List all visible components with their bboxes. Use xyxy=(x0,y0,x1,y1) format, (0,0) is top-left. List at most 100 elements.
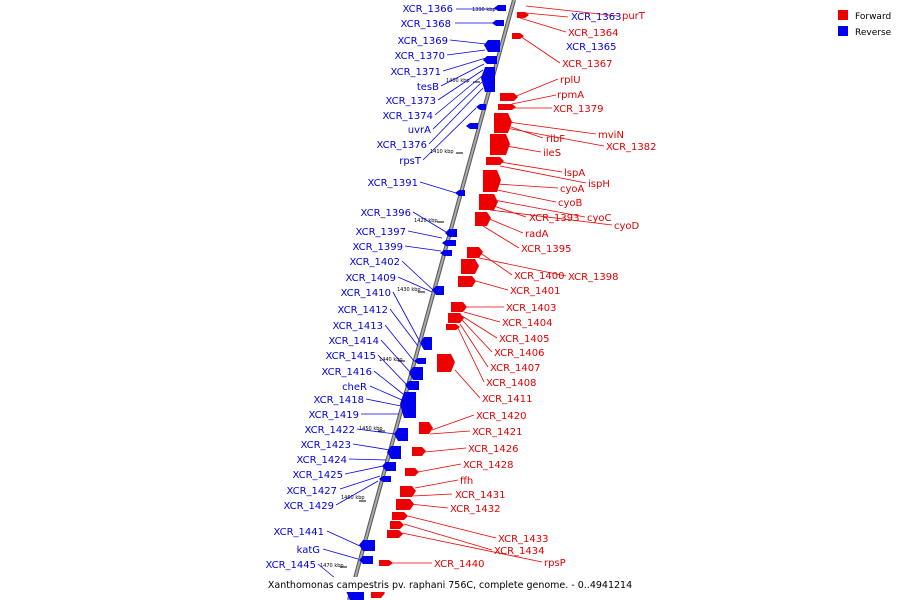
gene-label-mviN: mviN xyxy=(598,130,624,141)
gene-label-xcr-1414: XCR_1414 xyxy=(328,336,379,347)
tick-label: 1450 kbp xyxy=(359,426,383,432)
forward-gene xyxy=(486,157,504,165)
reverse-leaders xyxy=(317,8,496,589)
leader-line xyxy=(437,69,484,101)
gene-label-tesB: tesB xyxy=(417,82,439,93)
leader-line xyxy=(499,161,563,173)
reverse-gene xyxy=(442,240,456,246)
forward-gene xyxy=(451,302,467,312)
gene-label-xcr-1445: XCR_1445 xyxy=(265,560,316,571)
leader-line xyxy=(404,245,442,252)
leader-line xyxy=(407,515,497,539)
gene-label-xcr-1407: XCR_1407 xyxy=(490,363,541,374)
gene-label-xcr-1393: XCR_1393 xyxy=(529,213,580,224)
reverse-gene xyxy=(420,337,432,350)
gene-label-ileS: ileS xyxy=(543,148,561,159)
leader-line xyxy=(493,199,586,218)
gene-label-xcr-1395: XCR_1395 xyxy=(521,244,572,255)
leader-line xyxy=(525,12,569,18)
leader-line xyxy=(446,49,486,56)
reverse-gene xyxy=(492,20,504,26)
backbone xyxy=(347,0,516,600)
leader-line xyxy=(373,370,404,395)
gene-label-xcr-1419: XCR_1419 xyxy=(308,410,359,421)
gene-label-xcr-1367: XCR_1367 xyxy=(562,59,613,70)
gene-label-xcr-1391: XCR_1391 xyxy=(367,178,418,189)
leader-line xyxy=(401,532,543,563)
gene-label-xcr-1440: XCR_1440 xyxy=(434,559,485,570)
caption-background xyxy=(268,577,632,592)
forward-gene xyxy=(379,560,393,566)
leader-line xyxy=(525,5,619,17)
gene-label-xcr-1411: XCR_1411 xyxy=(482,394,533,405)
gene-label-xcr-1409: XCR_1409 xyxy=(345,273,396,284)
tick-label: 1410 kbp xyxy=(430,149,454,155)
gene-label-xcr-1431: XCR_1431 xyxy=(455,490,506,501)
forward-gene xyxy=(512,33,524,39)
forward-gene xyxy=(396,499,414,510)
forward-gene xyxy=(412,447,426,456)
reverse-gene xyxy=(414,358,426,364)
gene-label-radA: radA xyxy=(525,229,549,240)
leader-line xyxy=(401,260,434,291)
gene-label-xcr-1379: XCR_1379 xyxy=(553,104,604,115)
leader-line xyxy=(348,458,387,461)
leader-line xyxy=(419,181,457,194)
gene-label-xcr-1432: XCR_1432 xyxy=(450,504,501,515)
gene-label-xcr-1429: XCR_1429 xyxy=(283,501,334,512)
reverse-gene xyxy=(382,462,396,471)
leader-line xyxy=(486,217,524,234)
gene-label-xcr-1363: XCR_1363 xyxy=(571,12,622,23)
forward-gene xyxy=(498,104,516,110)
genome-caption: Xanthomonas campestris pv. raphani 756C,… xyxy=(268,580,632,591)
gene-label-xcr-1369: XCR_1369 xyxy=(397,36,448,47)
leader-line xyxy=(442,57,487,72)
gene-label-cyoD: cyoD xyxy=(614,221,640,232)
forward-gene xyxy=(448,313,464,323)
reverse-gene xyxy=(455,190,465,196)
leader-line xyxy=(409,503,449,509)
forward-gene xyxy=(437,354,455,372)
leader-line xyxy=(459,323,489,368)
legend-reverse-label: Reverse xyxy=(855,28,892,38)
leader-line xyxy=(482,225,520,249)
gene-label-xcr-1405: XCR_1405 xyxy=(499,334,550,345)
forward-gene xyxy=(392,512,408,520)
forward-genes xyxy=(371,12,529,598)
gene-label-cyoA: cyoA xyxy=(560,184,585,195)
gene-label-xcr-1428: XCR_1428 xyxy=(463,460,514,471)
leader-line xyxy=(417,463,462,473)
gene-label-rpmA: rpmA xyxy=(557,90,584,101)
tick-label: 1390 kbp xyxy=(472,7,496,13)
legend: Forward Reverse xyxy=(838,10,892,38)
leader-line xyxy=(478,257,567,277)
gene-label-cyoB: cyoB xyxy=(558,198,583,209)
leader-line xyxy=(513,78,559,98)
tick-label: 1420 kbp xyxy=(414,218,438,224)
reverse-gene xyxy=(483,56,497,64)
gene-label-xcr-1420: XCR_1420 xyxy=(476,411,527,422)
reverse-gene xyxy=(394,428,408,441)
gene-label-xcr-1406: XCR_1406 xyxy=(494,348,545,359)
legend-forward-swatch xyxy=(838,10,848,20)
gene-label-xcr-1400: XCR_1400 xyxy=(514,271,565,282)
scale-ticks: 1390 kbp 1400 kbp 1410 kbp 1420 kbp 1430… xyxy=(320,7,504,569)
leader-line xyxy=(422,107,477,161)
legend-forward-label: Forward xyxy=(855,12,891,22)
gene-label-xcr-1413: XCR_1413 xyxy=(332,321,383,332)
reverse-gene xyxy=(476,104,486,110)
reverse-gene xyxy=(440,250,452,256)
leader-line xyxy=(505,145,542,153)
reverse-gene xyxy=(494,5,506,11)
leader-line xyxy=(412,211,447,233)
gene-label-xcr-1427: XCR_1427 xyxy=(286,486,337,497)
gene-label-xcr-1410: XCR_1410 xyxy=(340,288,391,299)
leader-line xyxy=(326,530,361,547)
forward-gene xyxy=(479,194,498,210)
gene-label-xcr-1416: XCR_1416 xyxy=(321,367,372,378)
leader-line xyxy=(499,165,587,184)
leader-line xyxy=(339,475,381,490)
gene-label-xcr-1396: XCR_1396 xyxy=(360,208,411,219)
gene-label-uvrA: uvrA xyxy=(408,125,431,136)
